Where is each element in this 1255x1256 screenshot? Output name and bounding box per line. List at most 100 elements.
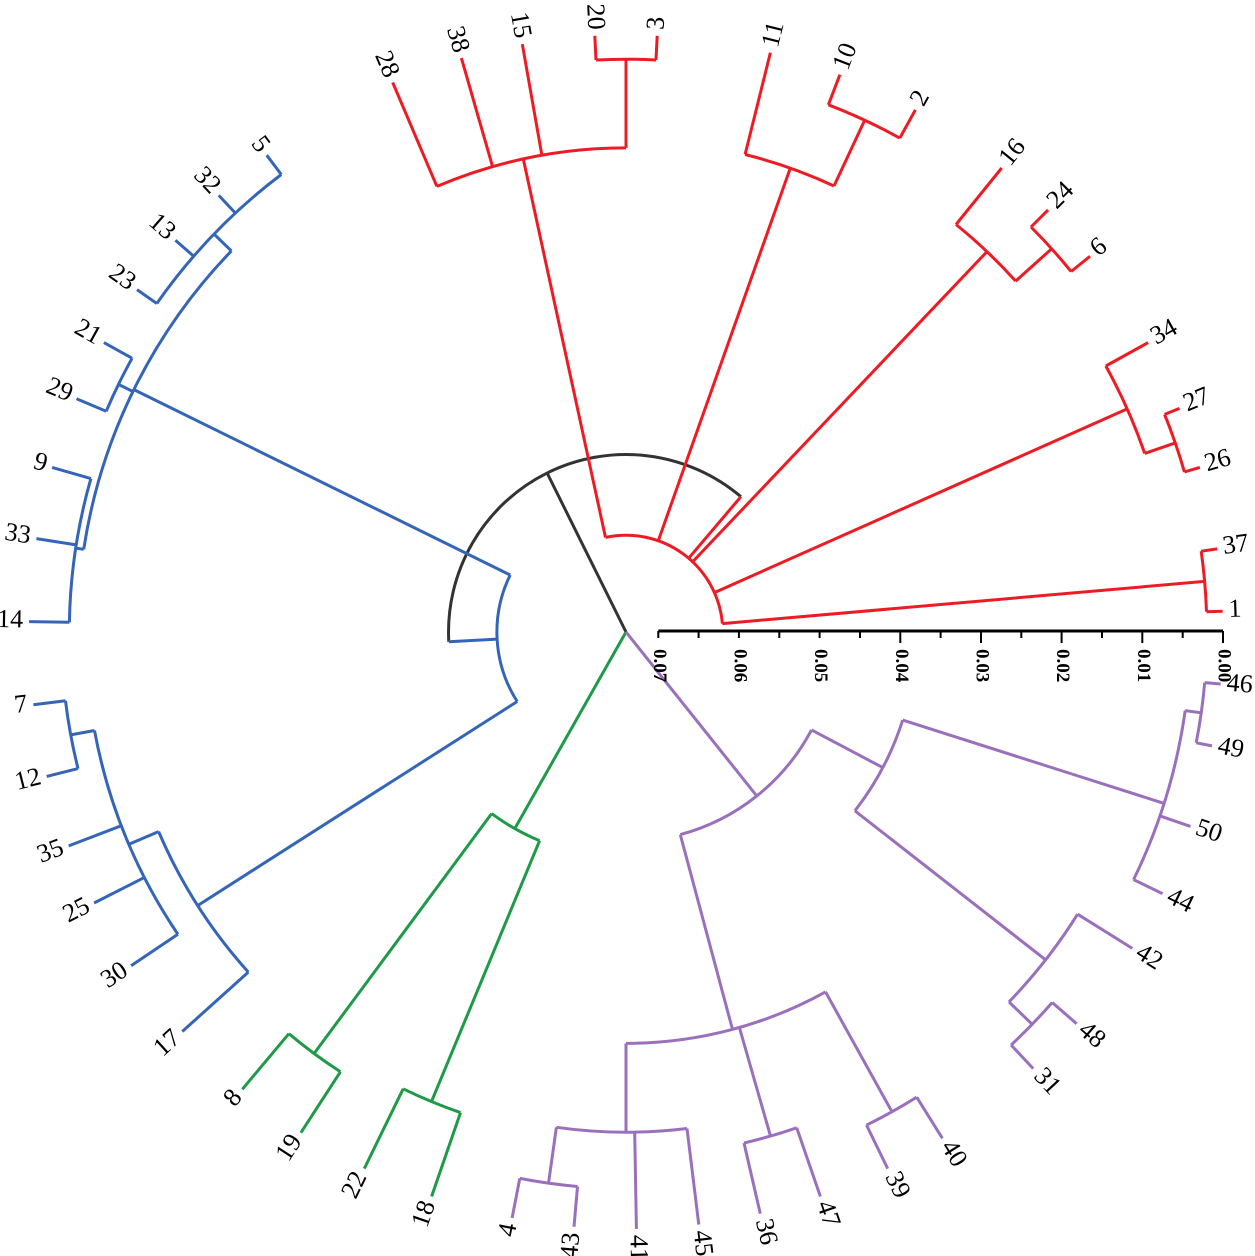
leaf-branch-39 xyxy=(865,1124,890,1170)
branch-stem-47 xyxy=(678,834,734,1030)
leaf-label-9: 9 xyxy=(31,446,51,477)
leaf-branch-45 xyxy=(685,1128,701,1225)
leaf-branch-48 xyxy=(1051,1001,1078,1025)
branch-arc-12 xyxy=(955,223,1017,283)
branch-stem-13 xyxy=(1014,247,1053,283)
branch-arc-32 xyxy=(67,478,93,623)
branch-stem-17 xyxy=(832,119,867,187)
branch-arc-22 xyxy=(595,57,657,62)
leaf-branch-40 xyxy=(915,1096,944,1140)
leaf-label-17: 17 xyxy=(147,1023,186,1062)
branch-arc-56 xyxy=(865,1095,918,1127)
branch-arc-8 xyxy=(1104,365,1147,454)
branch-arc-44 xyxy=(402,1087,461,1115)
leaf-label-23: 23 xyxy=(104,257,142,296)
leaf-branch-7 xyxy=(33,699,66,707)
leaf-label-34: 34 xyxy=(1145,312,1182,350)
leaf-branch-2 xyxy=(898,109,917,139)
branch-stem-19 xyxy=(521,158,607,538)
branch-arc-54 xyxy=(743,1126,798,1145)
leaf-label-10: 10 xyxy=(826,39,862,74)
branch-stem-25 xyxy=(133,388,511,577)
branch-stem-5 xyxy=(722,579,1205,626)
leaf-label-44: 44 xyxy=(1163,881,1199,918)
leaf-branch-9 xyxy=(51,465,92,481)
leaf-label-32: 32 xyxy=(188,160,227,199)
leaf-label-11: 11 xyxy=(755,18,789,49)
leaf-label-29: 29 xyxy=(42,371,77,408)
leaf-branch-32 xyxy=(217,194,237,215)
branch-stem-65 xyxy=(1071,772,1165,805)
leaf-branch-21 xyxy=(103,341,133,360)
branch-arc-16 xyxy=(744,153,835,188)
leaf-branch-6 xyxy=(1070,255,1091,273)
leaf-branch-38 xyxy=(459,57,495,168)
leaf-branch-1 xyxy=(1206,609,1223,614)
leaf-branch-20 xyxy=(593,35,598,61)
branch-stem-7 xyxy=(713,407,1128,594)
branch-stem-11 xyxy=(691,250,989,563)
branch-stem-37 xyxy=(70,729,95,737)
branch-arc-26 xyxy=(82,249,233,550)
leaf-label-7: 7 xyxy=(13,689,29,719)
leaf-branch-17 xyxy=(181,970,250,1033)
branch-stem-39 xyxy=(513,631,628,830)
leaf-branch-30 xyxy=(130,933,179,968)
branch-arc-4 xyxy=(605,533,724,624)
axis-tick-label-0.01: 0.01 xyxy=(1133,649,1154,682)
branch-arc-24 xyxy=(495,574,519,703)
leaf-branch-33 xyxy=(36,537,77,547)
leaf-label-2: 2 xyxy=(903,85,935,110)
axis-tick-label-0.05: 0.05 xyxy=(810,649,831,682)
branch-arc-14 xyxy=(1029,225,1073,273)
leaf-branch-3 xyxy=(654,35,659,61)
leaf-label-48: 48 xyxy=(1073,1015,1112,1054)
leaf-branch-43 xyxy=(572,1186,579,1227)
branch-stem-35 xyxy=(128,830,160,846)
leaf-branch-18 xyxy=(430,1112,462,1197)
branch-stem-51 xyxy=(547,1127,558,1184)
branch-arc-36 xyxy=(93,730,180,936)
leaf-branch-29 xyxy=(75,397,107,413)
leaf-branch-34 xyxy=(1105,341,1149,368)
leaf-branch-15 xyxy=(520,43,544,156)
leaf-label-5: 5 xyxy=(246,130,277,158)
branch-arc-50 xyxy=(556,1125,688,1134)
branch-stem-61 xyxy=(1007,1000,1034,1026)
leaf-branch-49 xyxy=(1195,741,1213,748)
leaf-branch-12 xyxy=(46,767,79,778)
leaf-branch-25 xyxy=(93,876,146,905)
leaf-label-43: 43 xyxy=(554,1231,585,1256)
leaf-label-37: 37 xyxy=(1221,528,1251,560)
branch-stem-53 xyxy=(737,1027,772,1137)
leaf-label-40: 40 xyxy=(935,1134,973,1171)
branch-arc-6 xyxy=(1199,550,1208,612)
branch-arc-28 xyxy=(155,173,283,305)
leaf-branch-44 xyxy=(1132,878,1164,896)
leaf-label-42: 42 xyxy=(1131,937,1168,975)
leaf-branch-19 xyxy=(299,1070,342,1134)
branch-stem-45 xyxy=(624,631,758,797)
leaf-label-25: 25 xyxy=(58,891,94,929)
branch-arc-40 xyxy=(490,812,541,843)
leaf-label-47: 47 xyxy=(811,1197,847,1231)
leaf-label-27: 27 xyxy=(1179,381,1214,418)
leaf-label-45: 45 xyxy=(688,1228,720,1256)
leaf-branch-37 xyxy=(1200,547,1218,553)
branch-arc-2 xyxy=(447,453,742,642)
branch-arc-66 xyxy=(1132,710,1187,881)
branch-arc-58 xyxy=(853,719,905,812)
leaf-branch-22 xyxy=(362,1088,405,1170)
leaf-branch-24 xyxy=(1029,208,1050,229)
axis-tick-label-0.04: 0.04 xyxy=(891,649,912,683)
leaf-label-20: 20 xyxy=(581,3,611,30)
leaf-label-35: 35 xyxy=(33,832,68,868)
leaf-branch-50 xyxy=(1159,814,1191,828)
leaf-label-31: 31 xyxy=(1028,1061,1067,1100)
branch-stem-67 xyxy=(1184,709,1202,715)
leaf-label-33: 33 xyxy=(3,517,33,550)
leaf-label-49: 49 xyxy=(1216,730,1247,763)
leaf-label-36: 36 xyxy=(750,1216,784,1248)
leaf-label-19: 19 xyxy=(269,1128,307,1166)
